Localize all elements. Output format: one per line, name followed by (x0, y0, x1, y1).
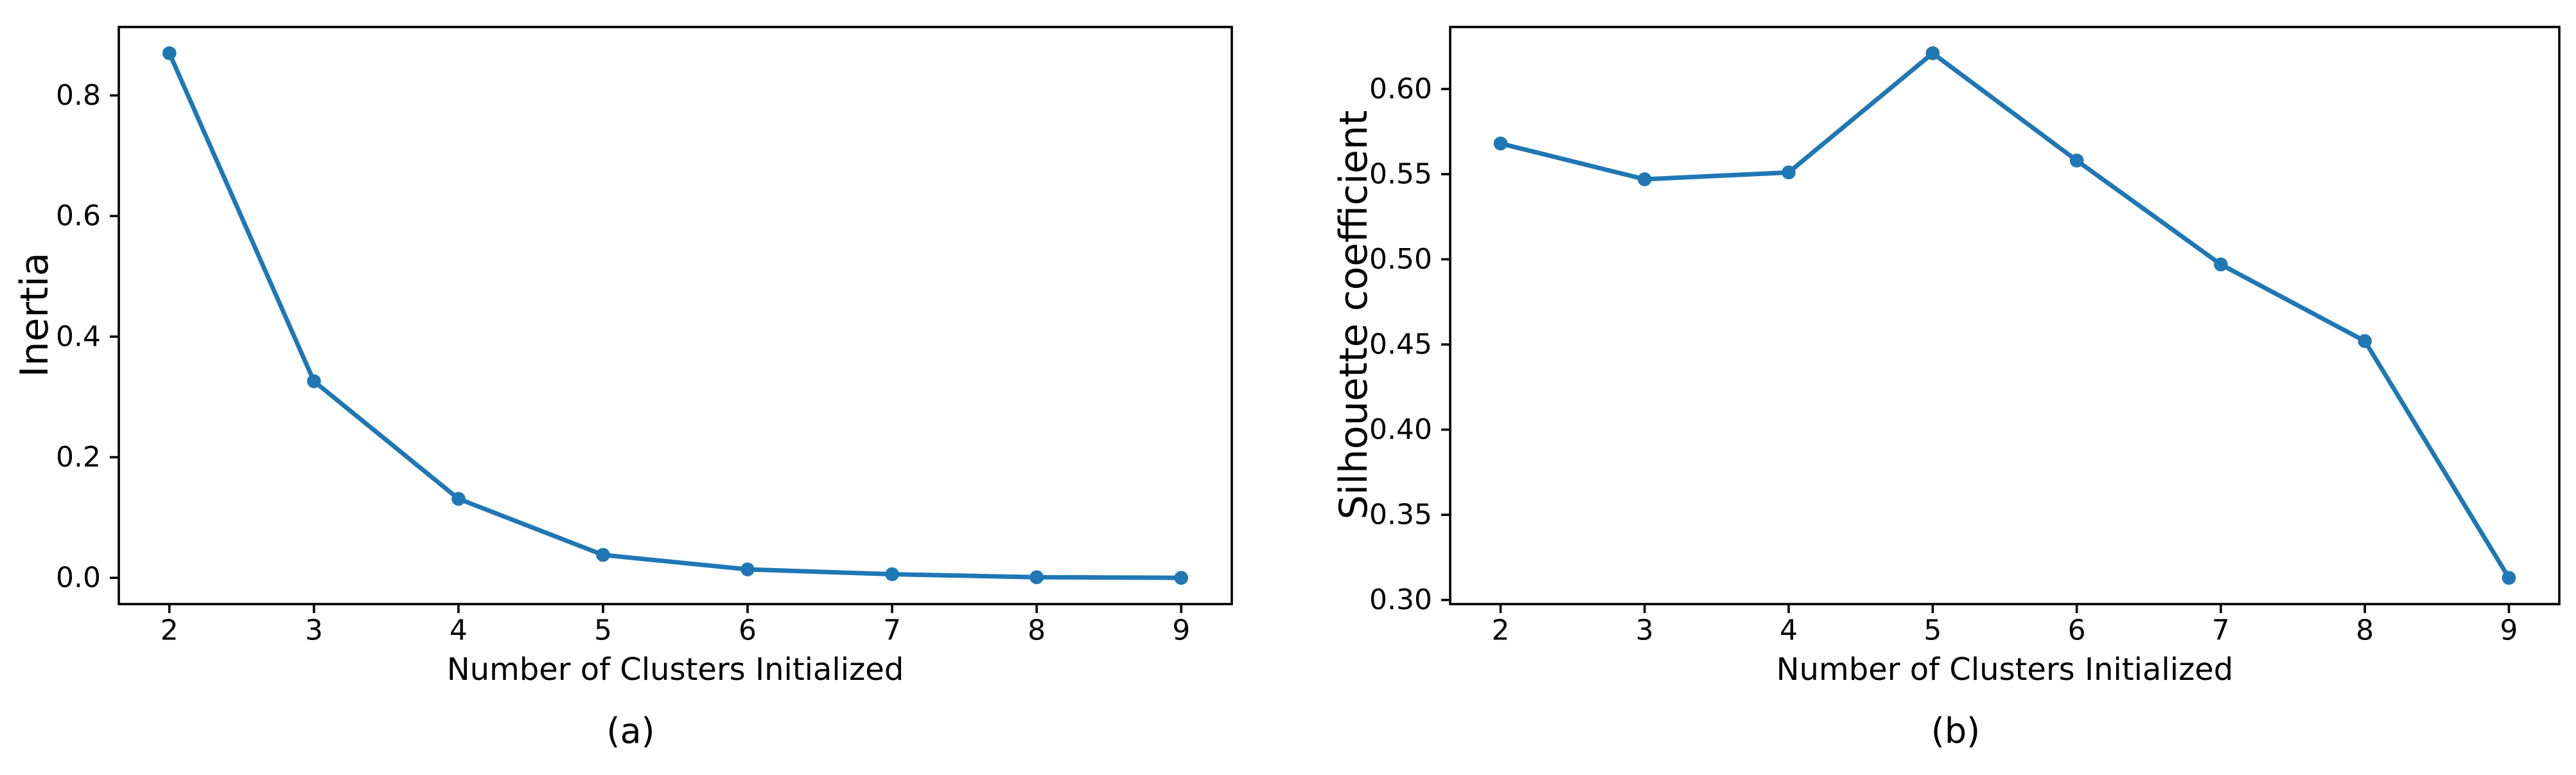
data-point-marker (1493, 136, 1508, 151)
data-point-marker (596, 548, 610, 562)
x-tick-label: 4 (450, 614, 468, 647)
y-tick-label: 0.30 (1369, 583, 1432, 616)
subplot-b: 2 3 4 5 6 7 8 9 0.30 0.35 0.40 0.45 0.50 0.55 0.60 (1369, 26, 2561, 647)
x-tick-label: 3 (1636, 614, 1654, 647)
y-tick-label: 0.45 (1369, 328, 1432, 361)
x-tick-label: 7 (2212, 614, 2230, 647)
x-tick-label: 8 (2356, 614, 2374, 647)
y-tick-label: 0.55 (1369, 158, 1432, 191)
y-axis-label-silhouette: Silhouette coefficient (1331, 110, 1376, 520)
y-tick-label: 0.50 (1369, 243, 1432, 276)
x-tick-label: 2 (1492, 614, 1510, 647)
y-tick-label: 0.4 (56, 320, 101, 353)
data-point-marker (740, 562, 755, 576)
x-tick-label: 6 (2068, 614, 2086, 647)
x-tick-label: 6 (739, 614, 757, 647)
y-tick-label: 0.35 (1369, 499, 1432, 531)
data-point-marker (2069, 154, 2084, 168)
data-point-marker (2214, 257, 2228, 272)
subfigure-caption-b: (b) (1931, 711, 1981, 751)
y-tick-label: 0.6 (56, 200, 101, 233)
x-axis-label-right: Number of Clusters Initialized (1776, 652, 2234, 688)
data-point-marker (885, 567, 899, 582)
data-point-marker (1782, 165, 1796, 180)
data-point-marker (2502, 571, 2516, 585)
y-tick-label: 0.40 (1369, 413, 1432, 446)
x-axis-label-left: Number of Clusters Initialized (446, 652, 904, 688)
series-line (1498, 51, 2511, 580)
data-point-marker (1637, 172, 1652, 186)
x-tick-label: 5 (594, 614, 612, 647)
data-point-marker (1030, 570, 1044, 585)
axes-box (1449, 26, 2561, 605)
data-point-marker (2358, 334, 2372, 348)
x-tick-label: 9 (2500, 614, 2518, 647)
data-point-marker (1925, 46, 1940, 60)
y-tick-label: 0.8 (56, 79, 101, 112)
axes-box (118, 26, 1233, 605)
x-tick-label: 8 (1028, 614, 1046, 647)
x-tick-label: 5 (1923, 614, 1941, 647)
subfigure-caption-a: (a) (606, 711, 655, 751)
x-tick-label: 3 (305, 614, 323, 647)
x-tick-label: 2 (161, 614, 179, 647)
series-line (167, 51, 1184, 580)
data-point-marker (451, 492, 466, 506)
x-tick-label: 9 (1172, 614, 1190, 647)
x-tick-label: 4 (1780, 614, 1798, 647)
y-tick-label: 0.60 (1369, 73, 1432, 105)
y-tick-label: 0.0 (56, 562, 101, 594)
x-tick-label: 7 (883, 614, 901, 647)
data-point-marker (1174, 571, 1189, 585)
subplot-a: 2 3 4 5 6 7 8 9 0.0 0.2 0.4 0.6 0.8 (56, 26, 1233, 647)
y-axis-label-inertia: Inertia (12, 252, 57, 378)
data-point-marker (307, 374, 321, 389)
y-tick-label: 0.2 (56, 441, 101, 474)
data-point-marker (162, 46, 177, 60)
